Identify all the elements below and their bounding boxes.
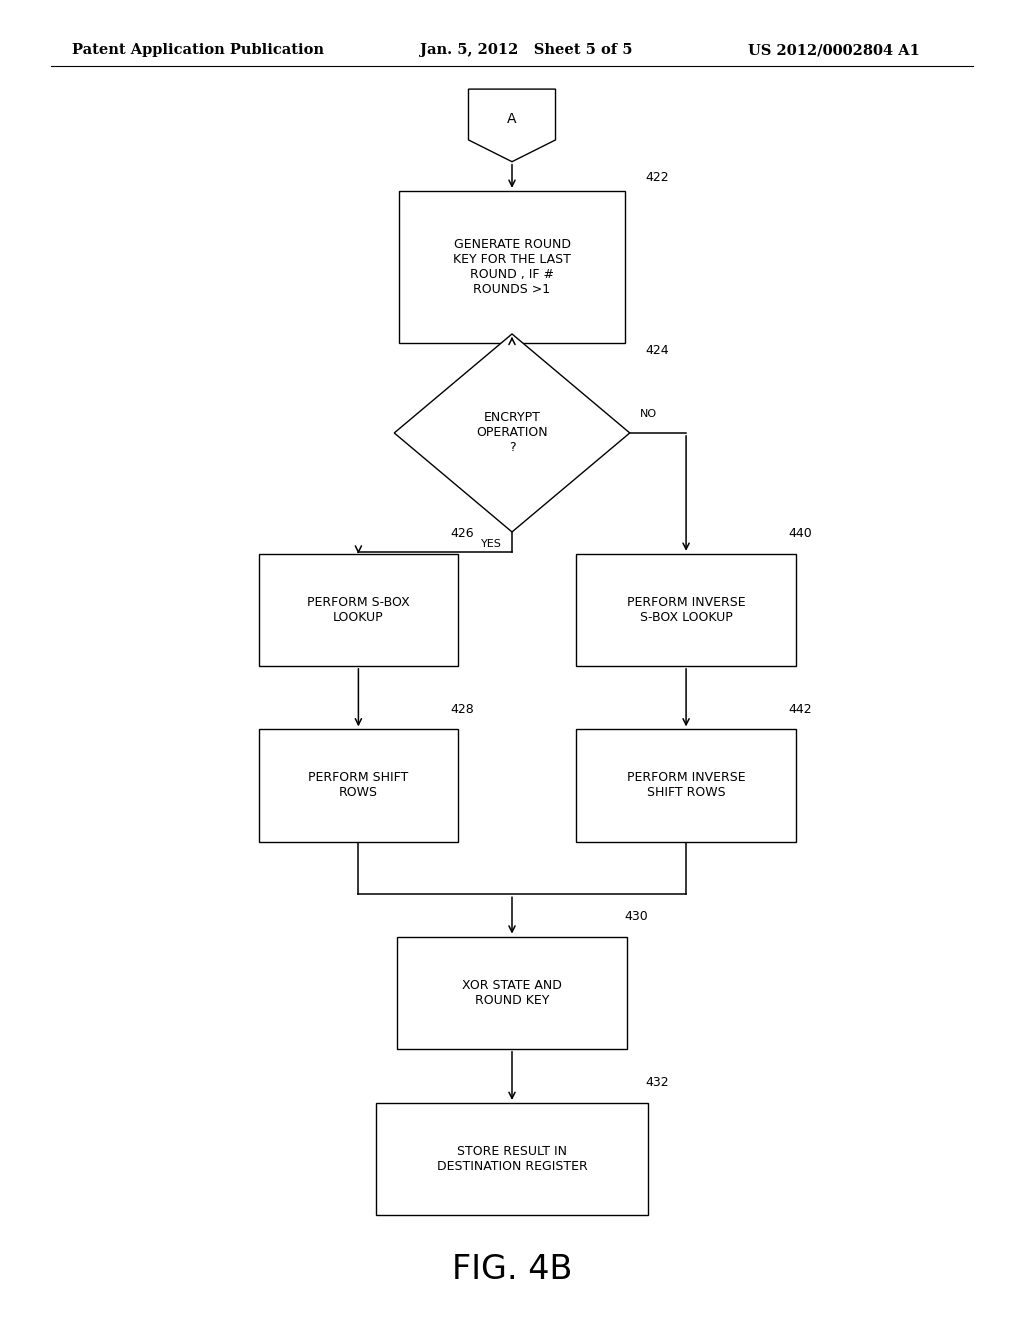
Bar xyxy=(575,554,797,665)
Text: 442: 442 xyxy=(788,702,812,715)
Text: PERFORM INVERSE
S-BOX LOOKUP: PERFORM INVERSE S-BOX LOOKUP xyxy=(627,595,745,624)
Text: YES: YES xyxy=(481,539,502,549)
Text: A: A xyxy=(507,112,517,125)
Bar xyxy=(377,1104,648,1214)
Text: 440: 440 xyxy=(788,527,812,540)
Text: 426: 426 xyxy=(451,527,474,540)
Bar xyxy=(258,554,458,665)
Text: 432: 432 xyxy=(645,1076,669,1089)
Text: Jan. 5, 2012   Sheet 5 of 5: Jan. 5, 2012 Sheet 5 of 5 xyxy=(420,44,633,57)
Bar xyxy=(258,729,458,842)
Text: 430: 430 xyxy=(625,909,648,923)
Bar xyxy=(575,729,797,842)
Text: FIG. 4B: FIG. 4B xyxy=(452,1254,572,1286)
Text: STORE RESULT IN
DESTINATION REGISTER: STORE RESULT IN DESTINATION REGISTER xyxy=(436,1144,588,1173)
Text: PERFORM SHIFT
ROWS: PERFORM SHIFT ROWS xyxy=(308,771,409,800)
Text: NO: NO xyxy=(640,409,657,420)
Text: Patent Application Publication: Patent Application Publication xyxy=(72,44,324,57)
Bar xyxy=(397,937,627,1048)
Bar xyxy=(399,190,625,342)
Text: XOR STATE AND
ROUND KEY: XOR STATE AND ROUND KEY xyxy=(462,978,562,1007)
Polygon shape xyxy=(469,88,555,161)
Polygon shape xyxy=(394,334,630,532)
Text: ENCRYPT
OPERATION
?: ENCRYPT OPERATION ? xyxy=(476,412,548,454)
Text: US 2012/0002804 A1: US 2012/0002804 A1 xyxy=(748,44,920,57)
Text: PERFORM INVERSE
SHIFT ROWS: PERFORM INVERSE SHIFT ROWS xyxy=(627,771,745,800)
Text: PERFORM S-BOX
LOOKUP: PERFORM S-BOX LOOKUP xyxy=(307,595,410,624)
Text: 422: 422 xyxy=(645,170,669,183)
Text: 424: 424 xyxy=(645,343,669,356)
Text: 428: 428 xyxy=(451,702,474,715)
Text: GENERATE ROUND
KEY FOR THE LAST
ROUND , IF #
ROUNDS >1: GENERATE ROUND KEY FOR THE LAST ROUND , … xyxy=(453,238,571,296)
